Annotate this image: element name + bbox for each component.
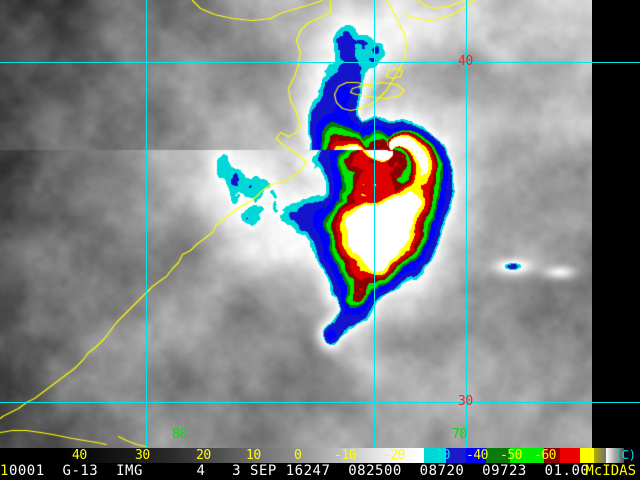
colorbar-tick-neg60: -60 (534, 448, 556, 463)
colorbar-segment (544, 448, 560, 463)
latitude-label-40: 40 (458, 54, 473, 69)
colorbar-tick-labels: 40 30 20 10 0 -10 -20 -30 -40 -50 -60 (0, 448, 640, 463)
longitude-label-80: 80 (172, 427, 187, 442)
colorbar-segment (606, 448, 624, 463)
colorbar-segment (594, 448, 606, 463)
colorbar-segment (510, 448, 544, 463)
mcidas-branding: McIDAS (585, 463, 636, 479)
image-status-line: 10001 G-13 IMG 4 3 SEP 16247 082500 0872… (0, 463, 640, 480)
colorbar-segment (388, 448, 424, 463)
satellite-image-panel[interactable]: 40 30 80 70 (0, 0, 640, 448)
colorbar-tick-neg50: -50 (500, 448, 522, 463)
colorbar-segment (62, 448, 172, 463)
longitude-gridline-75 (374, 0, 375, 448)
frame-number: 1 (0, 463, 9, 479)
longitude-gridline-70 (466, 0, 467, 448)
data-void-band (592, 0, 640, 448)
colorbar-segment (0, 448, 62, 463)
colorbar-segment (446, 448, 466, 463)
colorbar-tick-20: 20 (196, 448, 211, 463)
colorbar-tick-10: 10 (246, 448, 261, 463)
latitude-label-30: 30 (458, 394, 473, 409)
colorbar-tick-neg40: -40 (466, 448, 488, 463)
colorbar-tick-neg30: -30 (428, 448, 450, 463)
colorbar-segment (292, 448, 388, 463)
annotation-bar: 40 30 20 10 0 -10 -20 -30 -40 -50 -60 (C) 10001 G-… (0, 448, 640, 480)
status-text: 0001 G-13 IMG 4 3 SEP 16247 082500 08720… (8, 463, 590, 479)
infrared-satellite-imagery[interactable] (0, 0, 640, 448)
latitude-gridline-30 (0, 402, 640, 403)
colorbar-tick-0: 0 (294, 448, 302, 463)
colorbar-segment (580, 448, 594, 463)
colorbar-segment (486, 448, 510, 463)
copyright-mark: (C) (614, 448, 636, 462)
longitude-label-70: 70 (452, 427, 467, 442)
colorbar-segment (560, 448, 580, 463)
colorbar-tick-neg10: -10 (334, 448, 356, 463)
colorbar-segment (424, 448, 446, 463)
colorbar-tick-neg20: -20 (383, 448, 405, 463)
colorbar-tick-30: 30 (135, 448, 150, 463)
latitude-gridline-40 (0, 62, 640, 63)
colorbar-segment (466, 448, 486, 463)
colorbar-segment (624, 448, 640, 463)
colorbar-tick-40: 40 (72, 448, 87, 463)
longitude-gridline-80 (146, 0, 147, 448)
temperature-colorbar[interactable] (0, 448, 640, 463)
colorbar-segment (172, 448, 292, 463)
